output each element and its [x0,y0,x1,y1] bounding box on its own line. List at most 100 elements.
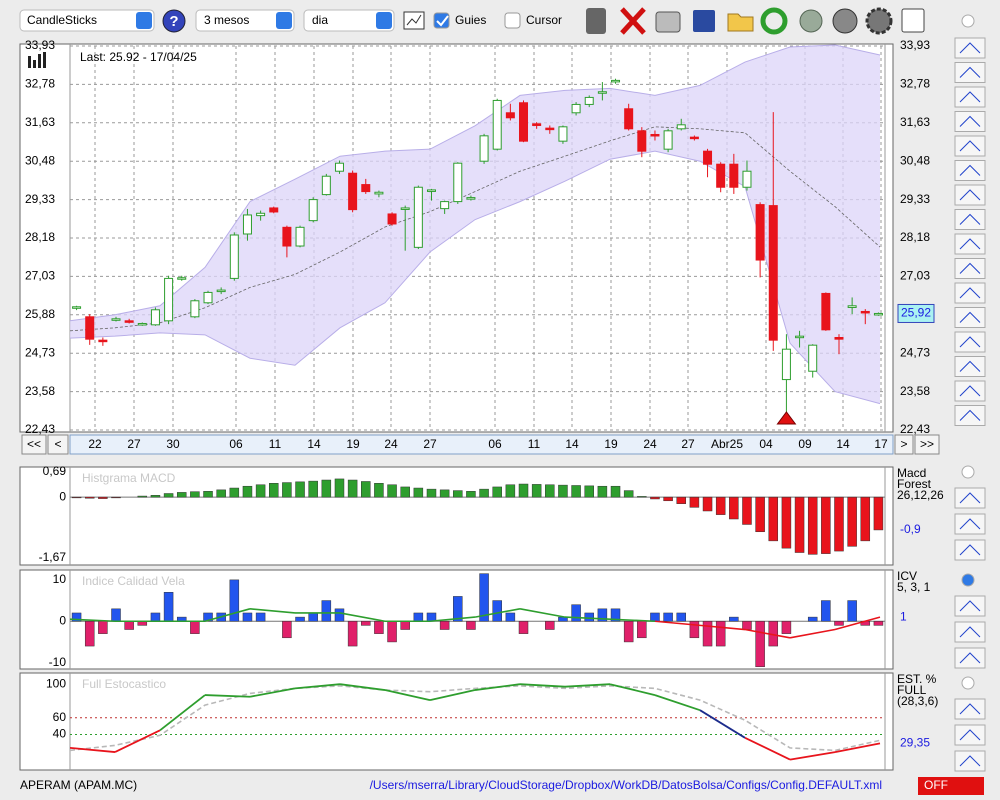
bar [282,482,292,498]
y-tick-label: 0,69 [43,464,67,478]
plot-area [70,683,885,761]
period-select[interactable] [195,9,295,32]
tool-icon [959,652,981,664]
currency-button[interactable] [832,8,858,34]
trash-button[interactable] [586,8,606,34]
candle-body [374,191,384,195]
tool-button[interactable] [954,86,986,108]
radio-button[interactable] [961,14,975,28]
bar [413,487,424,498]
nav-first-button[interactable] [21,434,47,455]
radio-button[interactable] [961,573,975,587]
nav-prev-button[interactable] [47,434,69,455]
tool-button[interactable] [954,233,986,255]
calendar-button[interactable] [901,8,925,33]
tool-button[interactable] [954,487,986,509]
x-tick-label: 24 [384,437,398,451]
interval-select[interactable] [303,9,395,32]
date-strip [69,434,894,455]
tool-button[interactable] [954,282,986,304]
k-line [204,694,251,698]
y-tick-label: 0 [59,613,66,627]
radio-button[interactable] [961,465,975,479]
bar [531,484,542,498]
bar [873,620,884,626]
signal-line [249,608,296,614]
y-tick-label: 60 [53,710,67,724]
tool-button[interactable] [954,750,986,772]
k-line [159,694,206,731]
cursor-checkbox[interactable] [504,12,521,29]
candle-body [150,309,160,326]
sync-button[interactable] [799,9,823,33]
bar [98,496,108,499]
tool-button[interactable] [954,380,986,402]
tool-button[interactable] [954,258,986,279]
bar [702,496,713,512]
tool-button[interactable] [954,513,986,535]
bar [715,496,726,515]
tool-button[interactable] [954,331,986,353]
tool-button[interactable] [954,209,986,230]
y-tick-label: 100 [46,676,66,690]
tool-button[interactable] [954,539,986,561]
tool-button[interactable] [954,647,986,669]
tool-button[interactable] [954,595,986,617]
nav-next-button[interactable] [894,434,914,455]
y-tick-label: 31,63 [25,115,55,129]
tool-button[interactable] [954,160,986,181]
candle-body [72,306,82,309]
y-tick-label-right: 33,93 [900,38,930,52]
signal-line [519,608,566,618]
candle-body [269,207,279,213]
tool-button[interactable] [954,307,986,328]
tool-button[interactable] [954,356,986,377]
bar [610,485,621,498]
signal-line [654,620,701,627]
bar [453,490,463,498]
status-box [918,777,984,795]
candle-body [256,212,266,217]
chart-type-select[interactable] [19,9,155,32]
y-tick-label: -1,67 [39,550,67,564]
tool-button[interactable] [954,724,986,746]
open-button[interactable] [727,13,754,32]
tool-button[interactable] [954,184,986,206]
bar [111,496,121,499]
k-line [519,683,566,688]
guides-checkbox[interactable] [433,12,450,29]
tool-button[interactable] [954,405,986,426]
radio-button[interactable] [961,676,975,690]
delete-button[interactable] [620,7,646,35]
bar [768,496,779,542]
tool-button[interactable] [954,698,986,720]
tool-button[interactable] [954,62,986,83]
y-tick-label: 27,03 [25,269,55,283]
tool-icon [959,262,981,274]
candle-body [637,130,647,152]
logo-bar [33,60,36,68]
bar [637,620,647,639]
d-line [70,685,881,752]
bar [84,496,95,499]
candle-body [663,130,673,150]
save-button[interactable] [693,10,715,32]
k-line [114,729,161,753]
help-button[interactable] [162,9,186,33]
settings-button[interactable] [865,7,893,35]
tool-button[interactable] [954,135,986,157]
bar [466,620,476,630]
band-area [70,44,880,404]
tool-button[interactable] [954,111,986,132]
refresh-button[interactable] [760,7,788,35]
tool-button[interactable] [954,621,986,643]
tool-button[interactable] [954,37,986,59]
candle-body [282,226,292,247]
config-path[interactable]: /Users/mserra/Library/CloudStorage/Dropb… [370,778,882,792]
print-button[interactable] [655,11,681,33]
nav-next-label: > [900,437,907,451]
nav-last-button[interactable] [914,434,940,455]
k-line [789,751,836,761]
bar [334,478,345,498]
